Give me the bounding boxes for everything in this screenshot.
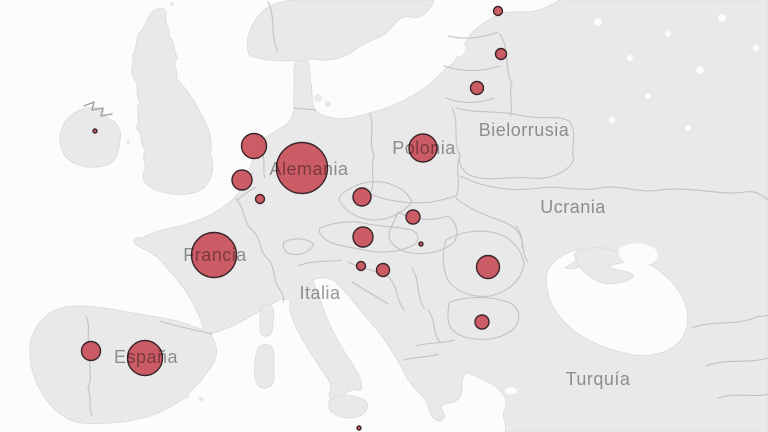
bubbles-layer	[80, 5, 508, 431]
bubble-netherlands[interactable]	[240, 132, 268, 160]
bubble-france[interactable]	[190, 231, 238, 279]
border-caucasus-2	[705, 357, 768, 367]
gulf-of-riga	[453, 40, 465, 56]
border-moldova	[515, 225, 529, 263]
label-francia: Francia	[183, 245, 247, 265]
bubble-estonia[interactable]	[492, 5, 504, 17]
border-hungary-slovakia	[388, 211, 458, 255]
border-poland-south	[369, 193, 457, 204]
bubble-germany[interactable]	[275, 141, 329, 195]
border-estonia-latvia	[447, 31, 499, 39]
border-benelux-2	[236, 186, 257, 201]
landmass-ireland	[59, 107, 121, 168]
border-pyrenees	[159, 320, 213, 335]
border-caucasus-1	[691, 314, 768, 329]
border-balkans-1	[387, 275, 405, 311]
bubble-poland[interactable]	[408, 133, 438, 163]
border-greece-north-2	[403, 353, 439, 361]
border-belarus	[455, 107, 575, 180]
border-romania	[442, 230, 525, 297]
lakes-and-seas	[453, 14, 759, 423]
bubble-slovakia[interactable]	[405, 209, 421, 225]
bubble-luxembourg[interactable]	[254, 193, 266, 205]
label-turquia: Turquía	[566, 369, 631, 389]
bubble-ireland[interactable]	[92, 128, 98, 134]
sea-of-azov	[618, 243, 658, 267]
border-baltics-russia	[499, 33, 513, 117]
border-czechia	[338, 181, 413, 221]
label-polonia: Polonia	[392, 138, 456, 158]
border-balkans-3	[427, 309, 441, 343]
bubble-slovenia[interactable]	[355, 260, 367, 272]
border-balkans-2	[411, 267, 425, 309]
island-sicily	[328, 395, 368, 419]
country-borders	[83, 1, 768, 417]
bubble-latvia[interactable]	[494, 47, 508, 61]
label-espana: España	[114, 347, 179, 367]
border-denmark-germany	[293, 107, 317, 111]
border-germany-poland	[369, 113, 375, 195]
border-alps-italy	[297, 259, 343, 267]
border-lithuania-south	[445, 97, 495, 104]
bubble-czechia[interactable]	[352, 187, 372, 207]
border-france-east	[235, 198, 285, 303]
peninsula-crimea	[573, 246, 635, 285]
label-alemania: Alemania	[269, 159, 349, 179]
bubble-lithuania[interactable]	[469, 80, 485, 96]
island-corsica	[259, 304, 275, 337]
border-norway-sweden	[267, 1, 279, 53]
bubble-hungary[interactable]	[418, 241, 424, 247]
border-switzerland	[282, 238, 315, 256]
border-slovenia-croatia-2	[351, 281, 389, 305]
bubble-austria[interactable]	[352, 226, 374, 248]
border-northern-ireland	[83, 101, 113, 117]
border-caucasus-3	[717, 393, 768, 399]
island-sardinia	[254, 344, 275, 389]
bubble-malta[interactable]	[356, 425, 362, 431]
landmass-great-britain	[131, 8, 214, 196]
sea-of-marmara	[505, 387, 517, 395]
bubble-spain[interactable]	[126, 339, 164, 377]
label-italia: Italia	[299, 283, 341, 303]
border-austria	[318, 221, 419, 253]
border-bulgaria	[447, 296, 520, 341]
border-ukraine-russia	[459, 175, 768, 201]
bubble-croatia[interactable]	[375, 262, 391, 278]
label-ucrania: Ucrania	[540, 197, 606, 217]
border-greece-north-1	[415, 339, 455, 347]
bubble-portugal[interactable]	[80, 340, 102, 362]
border-portugal-spain	[85, 315, 93, 417]
bubble-romania[interactable]	[475, 254, 501, 280]
small-islands	[126, 2, 331, 402]
border-latvia-lithuania	[443, 65, 501, 72]
bubble-bulgaria[interactable]	[474, 314, 490, 330]
bubble-belgium[interactable]	[231, 169, 253, 191]
label-bielorrusia: Bielorrusia	[479, 120, 570, 140]
labels-layer: Alemania Polonia Bielorrusia Ucrania Francia…	[114, 120, 631, 389]
landmass-scandinavia	[246, 0, 435, 62]
